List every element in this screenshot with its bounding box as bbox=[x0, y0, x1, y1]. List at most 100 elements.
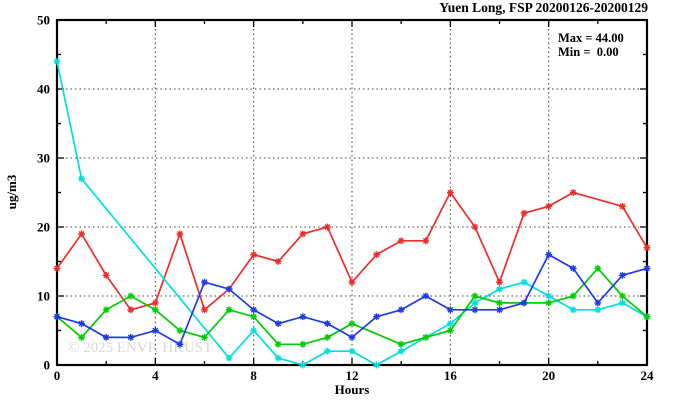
min-value-label: Min = 0.00 bbox=[558, 45, 619, 59]
series-red-marker bbox=[176, 230, 184, 238]
series-red-marker bbox=[274, 258, 282, 265]
series-red-marker bbox=[250, 251, 258, 258]
series-cyan-marker bbox=[496, 285, 503, 293]
series-blue-marker bbox=[225, 285, 233, 293]
data-series bbox=[53, 58, 651, 369]
series-red-marker bbox=[397, 237, 405, 245]
series-cyan-marker bbox=[619, 299, 626, 307]
x-tick-labels: 0 4 8 12 16 20 24 bbox=[54, 368, 654, 383]
series-cyan-marker bbox=[446, 320, 454, 327]
series-cyan-marker bbox=[471, 299, 479, 307]
series-red-marker bbox=[545, 202, 553, 210]
series-green-marker bbox=[250, 313, 258, 321]
x-tick-label: 24 bbox=[641, 368, 655, 383]
series-green-marker bbox=[422, 334, 430, 341]
x-tick-label: 16 bbox=[444, 368, 458, 383]
series-red-marker bbox=[422, 237, 430, 245]
plot-border bbox=[55, 18, 649, 367]
series-blue-marker bbox=[643, 265, 651, 272]
max-value-label: Max = 44.00 bbox=[558, 31, 624, 45]
series-red-marker bbox=[643, 244, 651, 252]
series-green-marker bbox=[446, 327, 454, 334]
series-green-marker bbox=[201, 334, 208, 341]
x-tick-label: 12 bbox=[346, 368, 359, 383]
series-red bbox=[53, 189, 651, 314]
series-green-marker bbox=[225, 306, 233, 314]
series-cyan-marker bbox=[569, 306, 577, 314]
x-axis-label: Hours bbox=[335, 382, 370, 397]
series-blue-marker bbox=[422, 292, 430, 300]
series-red-marker bbox=[102, 271, 110, 279]
series-blue-marker bbox=[176, 340, 184, 348]
x-tick-label: 4 bbox=[152, 368, 159, 383]
series-green-marker bbox=[619, 292, 626, 300]
series-red-marker bbox=[53, 265, 61, 272]
series-green-marker bbox=[471, 292, 479, 300]
series-blue-marker bbox=[299, 313, 307, 321]
series-blue-marker bbox=[102, 334, 110, 341]
y-tick-labels: 0 10 20 30 40 50 bbox=[37, 13, 50, 373]
series-red-marker bbox=[446, 189, 454, 196]
series-blue-marker bbox=[53, 313, 61, 321]
series-cyan-marker bbox=[299, 361, 307, 369]
series-blue-marker bbox=[201, 278, 208, 286]
series-cyan-marker bbox=[78, 175, 85, 183]
series-green-marker bbox=[102, 306, 110, 314]
series-cyan-marker bbox=[594, 306, 602, 314]
series-blue-marker bbox=[545, 251, 553, 258]
series-blue-marker bbox=[127, 334, 135, 341]
series-cyan-marker bbox=[373, 361, 380, 369]
series-blue-marker bbox=[397, 306, 405, 314]
series-red-marker bbox=[373, 251, 380, 258]
series-red-marker bbox=[348, 278, 356, 286]
series-green-marker bbox=[348, 320, 356, 327]
series-blue-marker bbox=[274, 320, 282, 327]
x-tick-label: 8 bbox=[250, 368, 257, 383]
series-green-marker bbox=[274, 340, 282, 348]
series-cyan-marker bbox=[225, 354, 233, 362]
series-green bbox=[53, 265, 651, 348]
series-cyan-line bbox=[56, 61, 648, 366]
series-green-marker bbox=[496, 299, 503, 307]
series-blue-marker bbox=[594, 299, 602, 307]
series-green-marker bbox=[176, 327, 184, 334]
series-red-line bbox=[56, 190, 648, 312]
series-green-marker bbox=[127, 292, 135, 300]
series-green-marker bbox=[397, 340, 405, 348]
series-red-marker bbox=[569, 189, 577, 196]
series-red-marker bbox=[520, 209, 528, 217]
series-red-marker bbox=[619, 202, 626, 210]
series-blue bbox=[53, 251, 651, 348]
y-axis-label: ug/m3 bbox=[4, 174, 19, 209]
gridlines bbox=[57, 20, 647, 365]
series-blue-marker bbox=[151, 327, 159, 334]
series-cyan-marker bbox=[520, 278, 528, 286]
series-blue-marker bbox=[569, 265, 577, 272]
y-tick-label: 10 bbox=[37, 289, 50, 304]
series-green-marker bbox=[643, 313, 651, 321]
series-red-marker bbox=[151, 299, 159, 307]
series-red-marker bbox=[496, 278, 503, 286]
x-tick-label: 20 bbox=[542, 368, 555, 383]
chart-title: Yuen Long, FSP 20200126-20200129 bbox=[439, 0, 648, 15]
series-red-marker bbox=[324, 223, 331, 231]
series-cyan-marker bbox=[348, 347, 356, 355]
series-red-marker bbox=[201, 306, 208, 314]
y-tick-label: 0 bbox=[44, 358, 51, 373]
series-cyan bbox=[53, 58, 651, 369]
series-red-marker bbox=[127, 306, 135, 314]
series-green-marker bbox=[324, 334, 331, 341]
watermark-text: © 2025 ENVF, HKUST bbox=[68, 340, 212, 356]
series-blue-marker bbox=[373, 313, 380, 321]
series-cyan-marker bbox=[274, 354, 282, 362]
series-blue-marker bbox=[324, 320, 331, 327]
y-tick-label: 40 bbox=[37, 82, 50, 97]
series-green-marker bbox=[569, 292, 577, 300]
series-cyan-marker bbox=[545, 292, 553, 300]
series-green-marker bbox=[151, 306, 159, 314]
series-green-marker bbox=[594, 265, 602, 272]
series-green-marker bbox=[78, 334, 85, 341]
y-tick-label: 30 bbox=[37, 151, 50, 166]
